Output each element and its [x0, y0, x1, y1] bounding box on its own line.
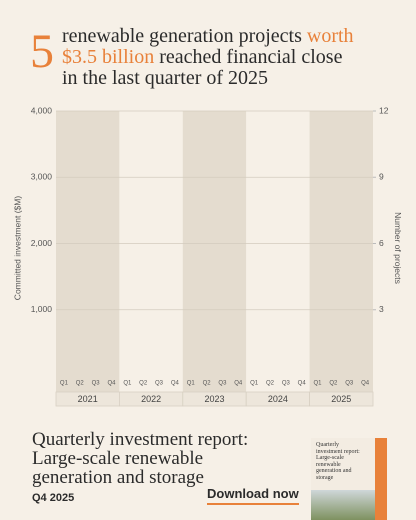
y-tick-label: 4,000 [31, 105, 53, 115]
x-tick-label: Q3 [92, 381, 101, 387]
x-tick-label: Q1 [123, 381, 132, 387]
thumbnail-page: Quarterly investment report: Large-scale… [311, 438, 375, 520]
headline-number: 5 [30, 25, 54, 78]
headline-part: reached financial close in the last quar… [62, 46, 343, 89]
year-label: 2025 [331, 394, 351, 404]
x-tick-label: Q2 [266, 381, 275, 387]
thumbnail-image [311, 490, 375, 520]
year-band [119, 111, 183, 392]
y-tick-label: 2,000 [31, 238, 53, 248]
year-band [246, 111, 310, 392]
y2-axis-label: Number of projects [393, 212, 403, 284]
x-tick-label: Q1 [314, 381, 323, 387]
x-tick-label: Q2 [329, 381, 338, 387]
year-band [182, 111, 247, 392]
year-label: 2023 [204, 394, 224, 404]
y2-tick-label: 12 [379, 105, 389, 115]
x-tick-label: Q3 [345, 381, 354, 387]
y2-tick-label: 6 [379, 238, 384, 248]
x-tick-label: Q1 [187, 381, 196, 387]
y-axis-label: Committed investment ($M) [12, 196, 22, 301]
x-tick-label: Q3 [155, 381, 164, 387]
headline-highlight: worth $3.5 billion [62, 25, 354, 68]
x-tick-label: Q4 [107, 381, 116, 387]
x-tick-label: Q4 [361, 381, 370, 387]
y2-tick-label: 9 [379, 172, 384, 182]
x-tick-label: Q3 [282, 381, 291, 387]
year-label: 2022 [141, 394, 161, 404]
year-label: 2021 [78, 394, 98, 404]
x-tick-label: Q2 [139, 381, 148, 387]
headline-part: renewable generation projects [62, 25, 302, 47]
x-tick-label: Q1 [250, 381, 259, 387]
year-label: 2024 [268, 394, 288, 404]
y-tick-label: 3,000 [31, 172, 53, 182]
x-tick-label: Q3 [218, 381, 227, 387]
x-tick-label: Q2 [76, 381, 85, 387]
x-tick-label: Q4 [298, 381, 307, 387]
x-tick-label: Q2 [203, 381, 212, 387]
report-period: Q4 2025 [32, 492, 75, 504]
year-band [309, 111, 373, 392]
download-button[interactable]: Download now [207, 486, 299, 505]
chart: Committed investment ($M) Number of proj… [12, 105, 403, 407]
headline: 5 renewable generation projects worth $3… [30, 26, 360, 89]
report-title: Quarterly investment report: Large-scale… [32, 429, 249, 488]
year-band [56, 111, 120, 392]
y2-tick-label: 3 [379, 304, 384, 314]
y-tick-label: 1,000 [31, 304, 53, 314]
report-thumbnail[interactable]: Quarterly investment report: Large-scale… [311, 438, 387, 520]
x-tick-label: Q4 [171, 381, 180, 387]
thumbnail-title: Quarterly investment report: Large-scale… [316, 442, 360, 481]
x-tick-label: Q1 [60, 381, 69, 387]
year-cell [309, 391, 374, 407]
headline-text: renewable generation projects worth $3.5… [62, 26, 360, 89]
x-tick-label: Q4 [234, 381, 243, 387]
